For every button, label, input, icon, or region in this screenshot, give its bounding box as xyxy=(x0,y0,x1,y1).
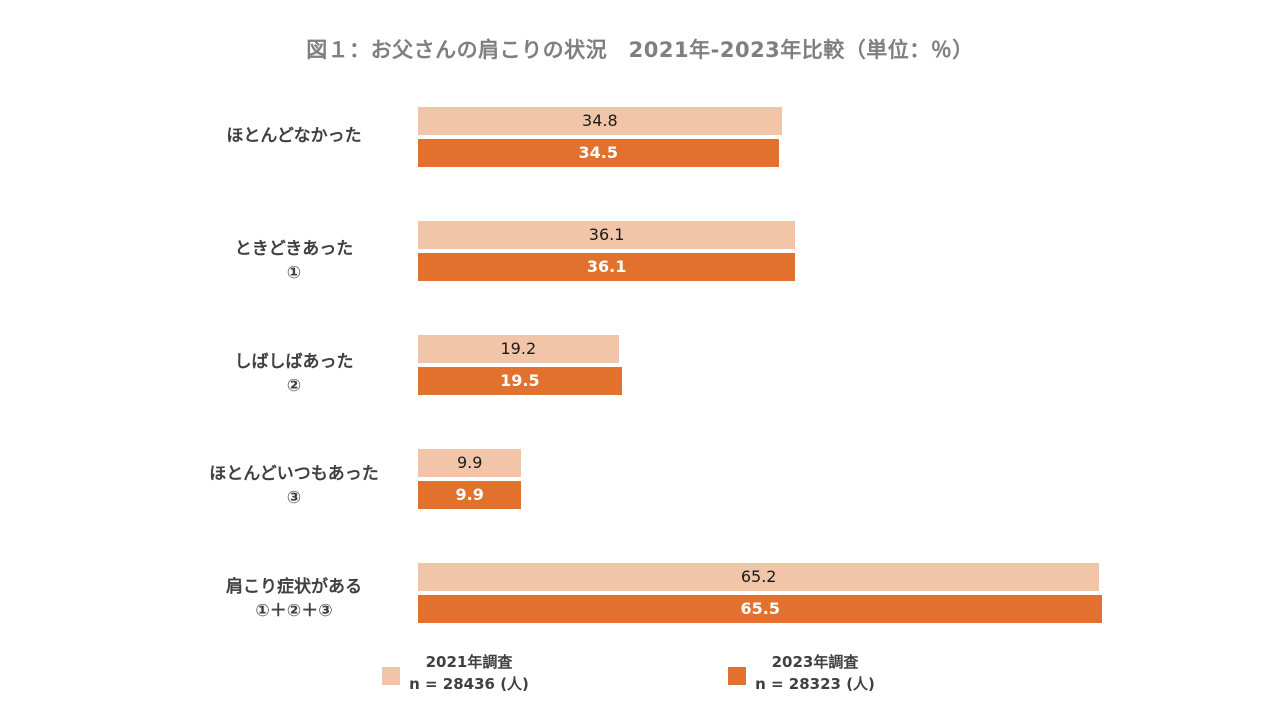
category-label-line2: ①＋②＋③ xyxy=(255,601,333,621)
data-label-2023-cat-1: 36.1 xyxy=(586,257,627,276)
bar-2021-cat-4 xyxy=(418,563,1100,591)
data-label-2023-cat-4: 65.5 xyxy=(740,599,780,618)
category-label-line1: ときどきあった xyxy=(234,239,354,259)
data-label-2021-cat-4: 65.2 xyxy=(740,567,777,586)
data-label-2021-cat-1: 36.1 xyxy=(588,225,625,244)
category-label-symptomatic: 肩こり症状がある ①＋②＋③ xyxy=(144,575,444,623)
bar-2023-cat-2 xyxy=(418,367,622,395)
legend-series-sample: n = 28323 (人) xyxy=(755,675,875,693)
category-label-sometimes: ときどきあった ① xyxy=(144,237,444,285)
category-label-line1: しばしばあった xyxy=(234,352,354,372)
category-label-line1: ほとんどいつもあった xyxy=(209,464,379,484)
data-label-2023-cat-2: 19.5 xyxy=(500,371,540,390)
data-label-2021-cat-3: 9.9 xyxy=(457,453,483,472)
category-label-line1: ほとんどなかった xyxy=(226,126,362,146)
bar-2021-cat-3 xyxy=(418,449,522,477)
legend-series-name: 2023年調査 xyxy=(771,653,859,671)
data-label-2023-cat-0: 34.5 xyxy=(578,143,618,162)
category-label-none: ほとんどなかった xyxy=(144,124,444,148)
category-label-line2: ③ xyxy=(286,488,302,508)
legend-swatch-2021 xyxy=(382,667,400,685)
category-label-almost-always: ほとんどいつもあった ③ xyxy=(144,462,444,510)
legend-label-2021: 2021年調査 n = 28436 (人) xyxy=(404,651,534,695)
bar-2021-cat-2 xyxy=(418,335,619,363)
category-label-line2: ② xyxy=(286,376,302,396)
legend-swatch-2023 xyxy=(728,667,746,685)
legend-series-name: 2021年調査 xyxy=(425,653,513,671)
category-label-often: しばしばあった ② xyxy=(144,350,444,398)
data-label-2021-cat-0: 34.8 xyxy=(582,111,618,130)
legend-series-sample: n = 28436 (人) xyxy=(409,675,529,693)
data-label-2023-cat-3: 9.9 xyxy=(455,485,484,504)
bar-2023-cat-4 xyxy=(418,595,1103,623)
chart-title: 図１：お父さんの肩こりの状況 2021年-2023年比較（単位：％） xyxy=(306,38,974,62)
bar-2023-cat-3 xyxy=(418,481,522,509)
category-label-line1: 肩こり症状がある xyxy=(226,577,362,597)
category-label-line2: ① xyxy=(286,263,302,283)
bar-2023-cat-1 xyxy=(418,253,796,281)
bar-2021-cat-1 xyxy=(418,221,796,249)
data-label-2021-cat-2: 19.2 xyxy=(500,339,537,358)
bar-2021-cat-0 xyxy=(418,107,782,135)
legend-label-2023: 2023年調査 n = 28323 (人) xyxy=(750,651,880,695)
bar-2023-cat-0 xyxy=(418,139,779,167)
